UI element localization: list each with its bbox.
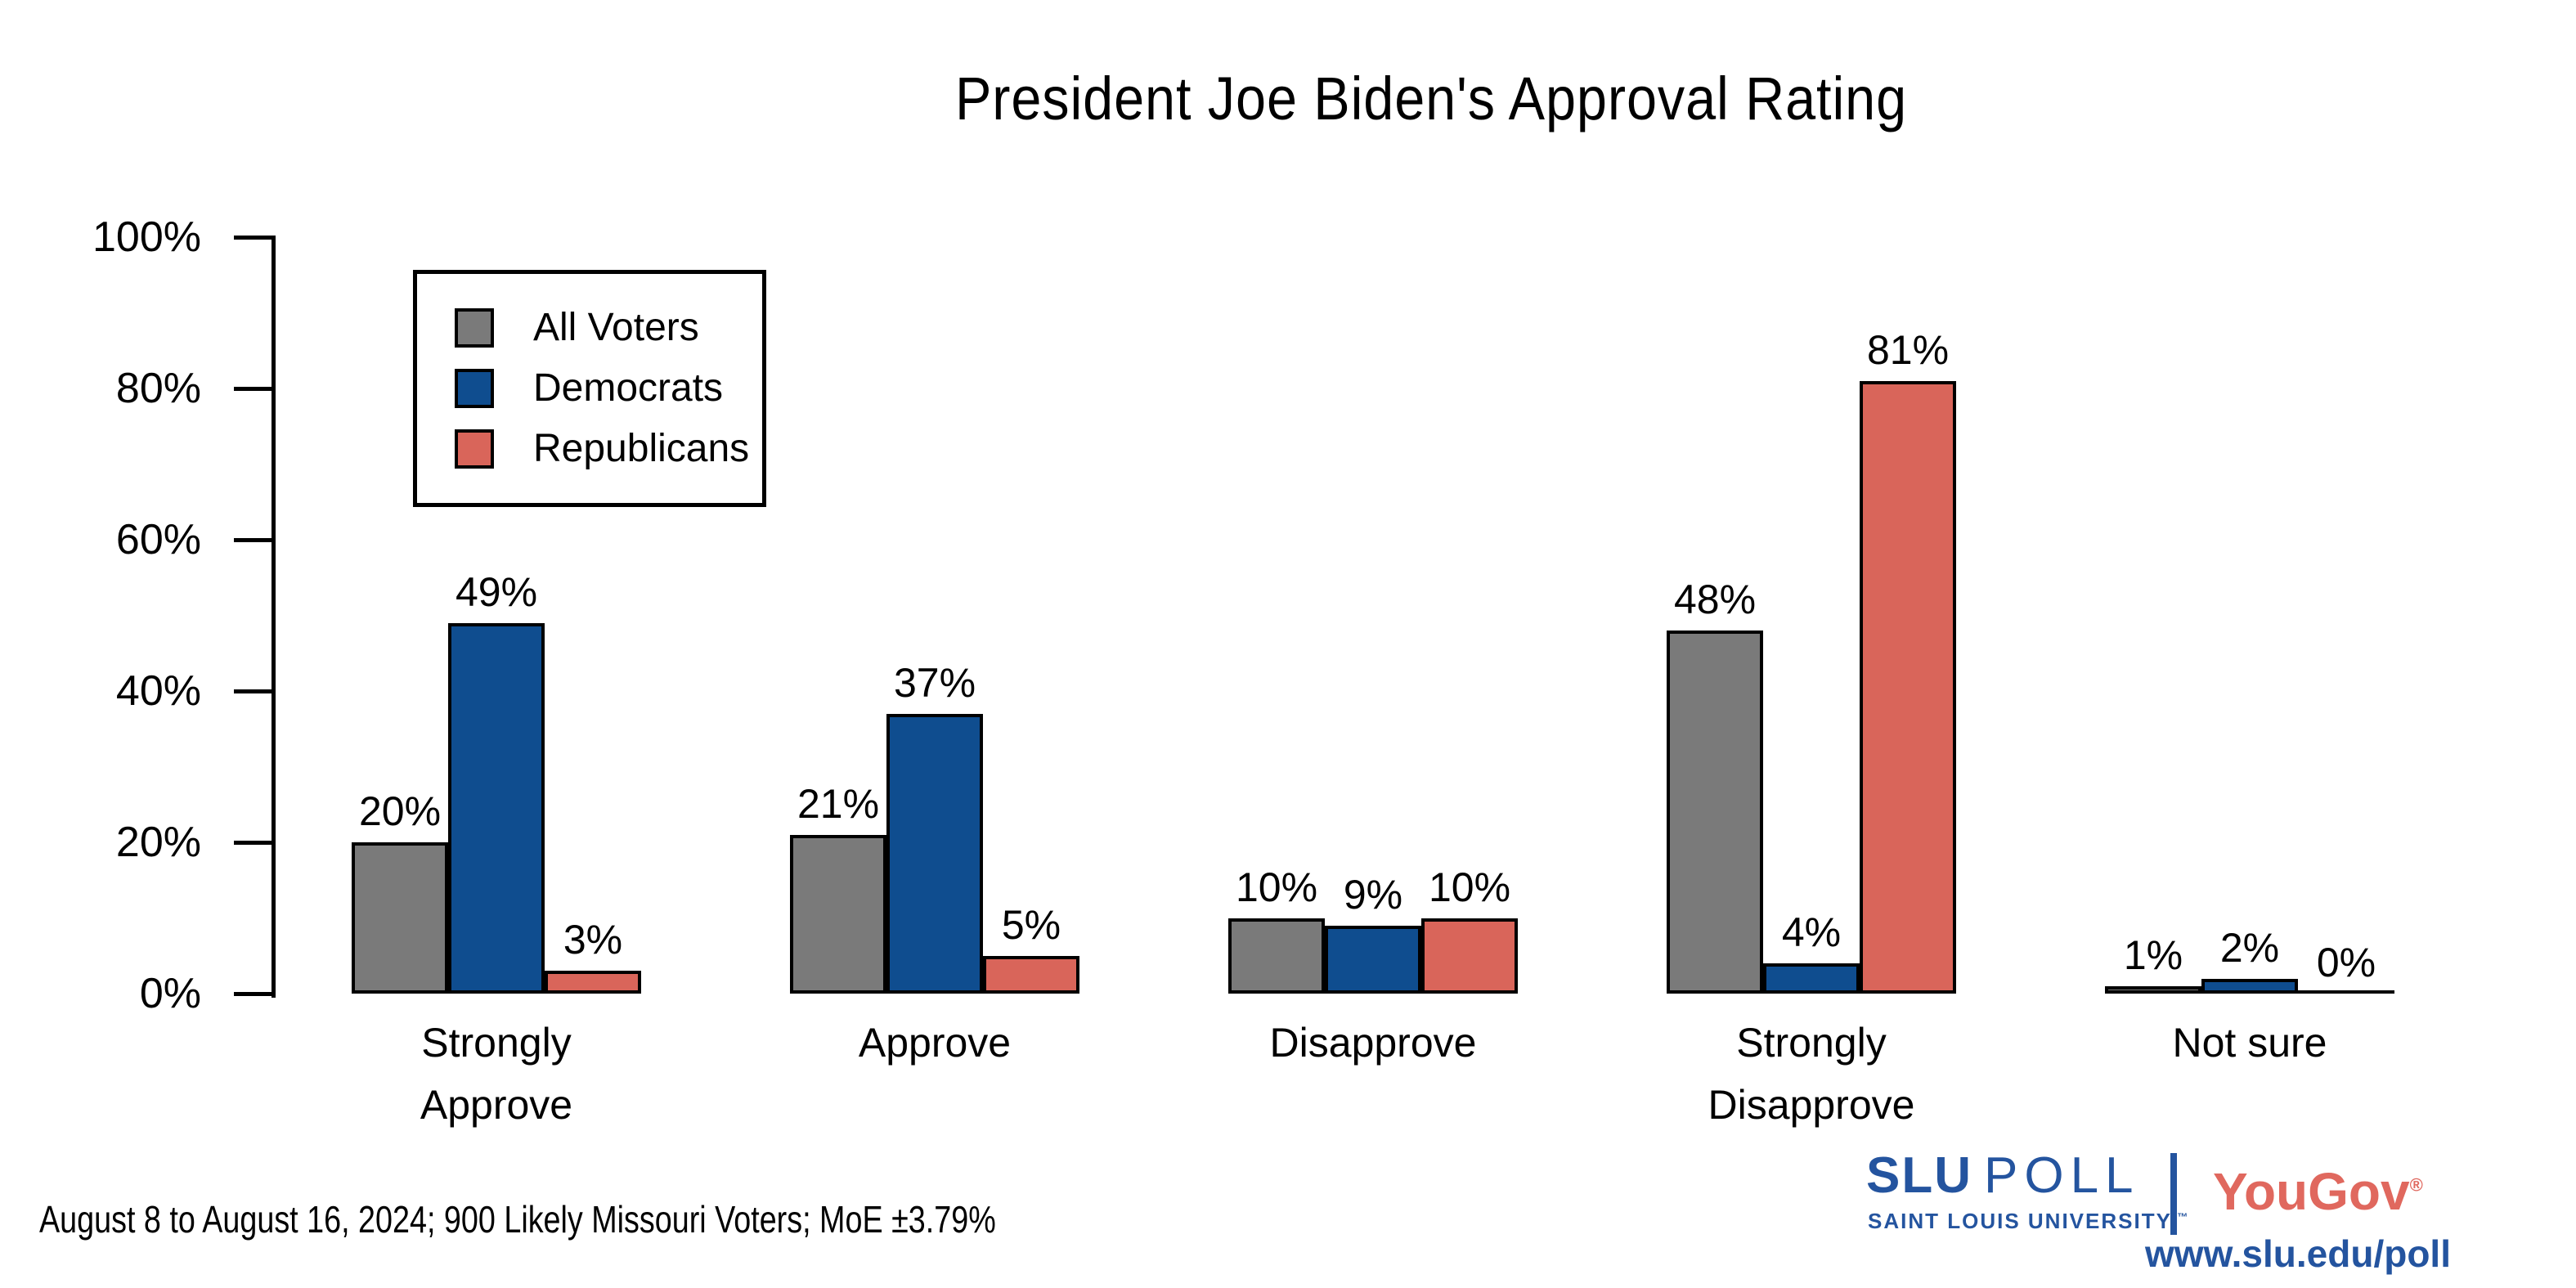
y-tick-mark bbox=[234, 538, 272, 542]
bar-value-label: 3% bbox=[563, 917, 623, 963]
y-tick-mark bbox=[234, 689, 272, 693]
bar-all-voters bbox=[1667, 631, 1763, 994]
bar-value-label: 21% bbox=[797, 780, 880, 827]
bar-value-label: 20% bbox=[358, 788, 442, 834]
legend-label-democrats: Democrats bbox=[533, 366, 724, 410]
legend-swatch-democrats bbox=[455, 369, 494, 408]
bar-all-voters bbox=[2105, 985, 2201, 994]
bar-value-label: 9% bbox=[1343, 871, 1403, 918]
brand-divider bbox=[2170, 1153, 2177, 1235]
bar-democrats bbox=[1325, 925, 1421, 994]
legend: All Voters Democrats Republicans bbox=[413, 270, 766, 507]
y-tick-mark bbox=[234, 841, 272, 845]
bar-all-voters bbox=[352, 842, 448, 994]
slu-university-text: SAINT LOUIS UNIVERSITY.™ bbox=[1868, 1209, 2189, 1234]
bar-democrats bbox=[448, 622, 545, 994]
bar-value-label: 10% bbox=[1235, 864, 1318, 910]
category-label: Not sure bbox=[2172, 1020, 2327, 1066]
yougov-logo-text: YouGov bbox=[2213, 1162, 2410, 1221]
bar-value-label: 0% bbox=[2316, 940, 2376, 985]
y-tick-label: 0% bbox=[139, 970, 201, 1017]
bar-value-label: 5% bbox=[1001, 901, 1061, 948]
bar-value-label: 49% bbox=[455, 568, 538, 615]
y-tick-mark bbox=[234, 387, 272, 391]
chart-title: President Joe Biden's Approval Rating bbox=[954, 65, 1908, 132]
legend-swatch-republicans bbox=[455, 429, 494, 469]
legend-row-all-voters: All Voters bbox=[455, 308, 762, 348]
slu-poll-logo: SLU POLL bbox=[1866, 1150, 2140, 1202]
bar-value-label: 4% bbox=[1781, 909, 1842, 955]
y-tick-mark bbox=[234, 236, 272, 240]
survey-footnote: August 8 to August 16, 2024; 900 Likely … bbox=[39, 1198, 996, 1241]
category-label: Disapprove bbox=[1269, 1020, 1477, 1066]
poll-logo-text: POLL bbox=[1984, 1147, 2140, 1204]
bar-republicans bbox=[2298, 990, 2394, 994]
slu-university-label: SAINT LOUIS UNIVERSITY. bbox=[1868, 1209, 2178, 1233]
slu-logo-text: SLU bbox=[1866, 1147, 1972, 1204]
bar-republicans bbox=[545, 971, 641, 994]
bar-democrats bbox=[2201, 978, 2298, 994]
category-label: Strongly Disapprove bbox=[1708, 1020, 1915, 1128]
yougov-logo: YouGov® bbox=[2213, 1161, 2423, 1222]
y-tick-label: 100% bbox=[92, 213, 201, 261]
bar-republicans bbox=[1860, 380, 1956, 994]
registered-symbol: ® bbox=[2409, 1174, 2423, 1196]
y-tick-label: 80% bbox=[115, 365, 201, 412]
y-tick-label: 40% bbox=[115, 667, 201, 715]
slu-poll-url: www.slu.edu/poll bbox=[2145, 1232, 2451, 1275]
bar-value-label: 81% bbox=[1866, 326, 1950, 373]
bar-value-label: 48% bbox=[1673, 577, 1757, 622]
y-tick-label: 20% bbox=[115, 819, 201, 866]
bar-value-label: 1% bbox=[2123, 931, 2183, 978]
legend-row-democrats: Democrats bbox=[455, 369, 762, 408]
legend-label-all-voters: All Voters bbox=[533, 306, 699, 349]
legend-label-republicans: Republicans bbox=[533, 427, 750, 470]
bar-value-label: 37% bbox=[893, 659, 976, 706]
bar-democrats bbox=[1763, 963, 1860, 994]
bar-all-voters bbox=[1228, 918, 1325, 994]
category-label: Strongly Approve bbox=[420, 1020, 573, 1128]
bar-all-voters bbox=[790, 834, 886, 994]
legend-swatch-all-voters bbox=[455, 308, 494, 348]
bar-value-label: 10% bbox=[1428, 864, 1511, 910]
legend-row-republicans: Republicans bbox=[455, 429, 762, 469]
bar-republicans bbox=[1421, 918, 1518, 994]
category-label: Approve bbox=[858, 1020, 1012, 1066]
y-tick-label: 60% bbox=[115, 516, 201, 563]
bar-democrats bbox=[886, 713, 983, 994]
bar-value-label: 2% bbox=[2219, 924, 2280, 971]
y-axis-line bbox=[272, 236, 276, 998]
trademark-symbol: ™ bbox=[2177, 1210, 2190, 1223]
y-tick-mark bbox=[234, 992, 272, 996]
bar-republicans bbox=[983, 955, 1079, 994]
